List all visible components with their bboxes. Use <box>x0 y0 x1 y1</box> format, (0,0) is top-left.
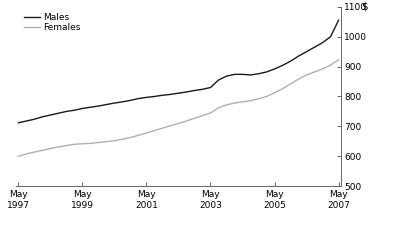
Males <box>128 99 133 102</box>
Females <box>272 91 277 94</box>
Males <box>104 103 109 106</box>
Males <box>16 121 21 124</box>
Males <box>304 50 309 53</box>
Males <box>280 64 285 67</box>
Females <box>280 87 285 90</box>
Males <box>96 105 101 107</box>
Males <box>40 116 45 118</box>
Males <box>136 97 141 100</box>
Males <box>32 118 37 121</box>
Males <box>152 95 157 98</box>
Males <box>224 75 229 77</box>
Females <box>248 99 253 102</box>
Males <box>312 46 317 49</box>
Females <box>240 101 245 103</box>
Females <box>144 132 149 134</box>
Females <box>192 117 197 120</box>
Females <box>296 78 301 81</box>
Males <box>240 73 245 76</box>
Males <box>232 73 237 76</box>
Females <box>216 106 221 109</box>
Males <box>24 120 29 122</box>
Males <box>192 89 197 92</box>
Females <box>312 71 317 73</box>
Legend: Males, Females: Males, Females <box>24 13 81 32</box>
Females <box>184 120 189 122</box>
Males <box>336 19 341 22</box>
Females <box>256 98 261 100</box>
Females <box>136 134 141 137</box>
Females <box>288 83 293 85</box>
Males <box>272 68 277 70</box>
Females <box>88 142 93 145</box>
Females <box>120 138 125 141</box>
Line: Males: Males <box>18 20 339 123</box>
Females <box>64 144 69 147</box>
Females <box>104 140 109 143</box>
Females <box>224 104 229 106</box>
Males <box>200 88 205 91</box>
Males <box>184 91 189 93</box>
Males <box>320 41 325 44</box>
Males <box>264 71 269 73</box>
Males <box>160 94 165 97</box>
Females <box>232 102 237 104</box>
Females <box>96 141 101 144</box>
Y-axis label: $: $ <box>361 1 368 11</box>
Males <box>216 79 221 81</box>
Females <box>200 114 205 117</box>
Females <box>40 149 45 152</box>
Females <box>152 129 157 132</box>
Males <box>64 110 69 113</box>
Males <box>248 74 253 76</box>
Males <box>88 106 93 109</box>
Females <box>264 95 269 98</box>
Females <box>32 151 37 153</box>
Females <box>56 146 61 148</box>
Males <box>144 96 149 99</box>
Females <box>24 153 29 155</box>
Females <box>336 59 341 61</box>
Females <box>176 122 181 125</box>
Females <box>48 147 53 150</box>
Males <box>120 101 125 103</box>
Females <box>160 127 165 130</box>
Females <box>16 155 21 158</box>
Males <box>176 92 181 95</box>
Females <box>304 74 309 76</box>
Females <box>208 111 213 114</box>
Males <box>328 35 333 38</box>
Males <box>288 60 293 63</box>
Males <box>168 93 173 96</box>
Females <box>320 68 325 70</box>
Males <box>208 86 213 89</box>
Females <box>328 64 333 67</box>
Males <box>56 112 61 115</box>
Females <box>72 143 77 146</box>
Males <box>72 109 77 112</box>
Males <box>296 55 301 57</box>
Line: Females: Females <box>18 60 339 156</box>
Females <box>168 124 173 127</box>
Males <box>256 72 261 75</box>
Males <box>48 114 53 116</box>
Females <box>112 139 117 142</box>
Females <box>80 142 85 145</box>
Females <box>128 136 133 139</box>
Males <box>80 107 85 110</box>
Males <box>112 102 117 104</box>
